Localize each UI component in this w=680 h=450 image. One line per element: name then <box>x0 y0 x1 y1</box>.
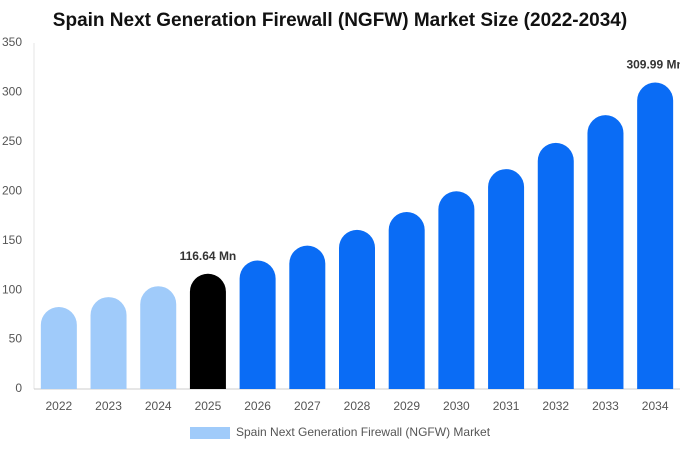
x-tick-label: 2027 <box>294 399 321 413</box>
y-tick-label: 50 <box>9 332 23 346</box>
bar <box>289 245 326 389</box>
bar <box>239 260 276 389</box>
y-tick-label: 200 <box>2 183 22 197</box>
bar <box>438 191 475 389</box>
bar <box>537 142 574 389</box>
bar <box>189 273 226 389</box>
x-tick-label: 2024 <box>145 399 172 413</box>
legend-label: Spain Next Generation Firewall (NGFW) Ma… <box>236 425 491 439</box>
legend-swatch <box>190 427 230 439</box>
bar <box>140 286 177 389</box>
x-tick-label: 2033 <box>592 399 619 413</box>
x-tick-label: 2025 <box>195 399 222 413</box>
bar <box>488 169 525 389</box>
x-tick-label: 2028 <box>344 399 371 413</box>
x-tick-label: 2026 <box>244 399 271 413</box>
x-tick-label: 2029 <box>393 399 420 413</box>
x-tick-label: 2022 <box>45 399 72 413</box>
y-tick-label: 0 <box>15 381 22 395</box>
value-label: 116.64 Mn <box>180 249 237 263</box>
y-tick-label: 250 <box>2 134 22 148</box>
y-tick-label: 350 <box>2 35 22 49</box>
chart-title: Spain Next Generation Firewall (NGFW) Ma… <box>53 10 627 31</box>
x-tick-label: 2031 <box>493 399 520 413</box>
x-tick-label: 2023 <box>95 399 122 413</box>
bar <box>637 82 674 390</box>
value-label: 309.99 Mn <box>626 58 680 72</box>
bar <box>339 229 375 389</box>
x-tick-label: 2030 <box>443 399 470 413</box>
x-tick-label: 2032 <box>542 399 569 413</box>
bar <box>90 297 127 389</box>
bar <box>388 212 425 389</box>
bar <box>40 306 77 389</box>
y-tick-label: 300 <box>2 85 22 99</box>
bar <box>587 115 624 389</box>
y-tick-label: 150 <box>2 233 22 247</box>
y-tick-label: 100 <box>2 282 22 296</box>
x-tick-label: 2034 <box>642 399 669 413</box>
